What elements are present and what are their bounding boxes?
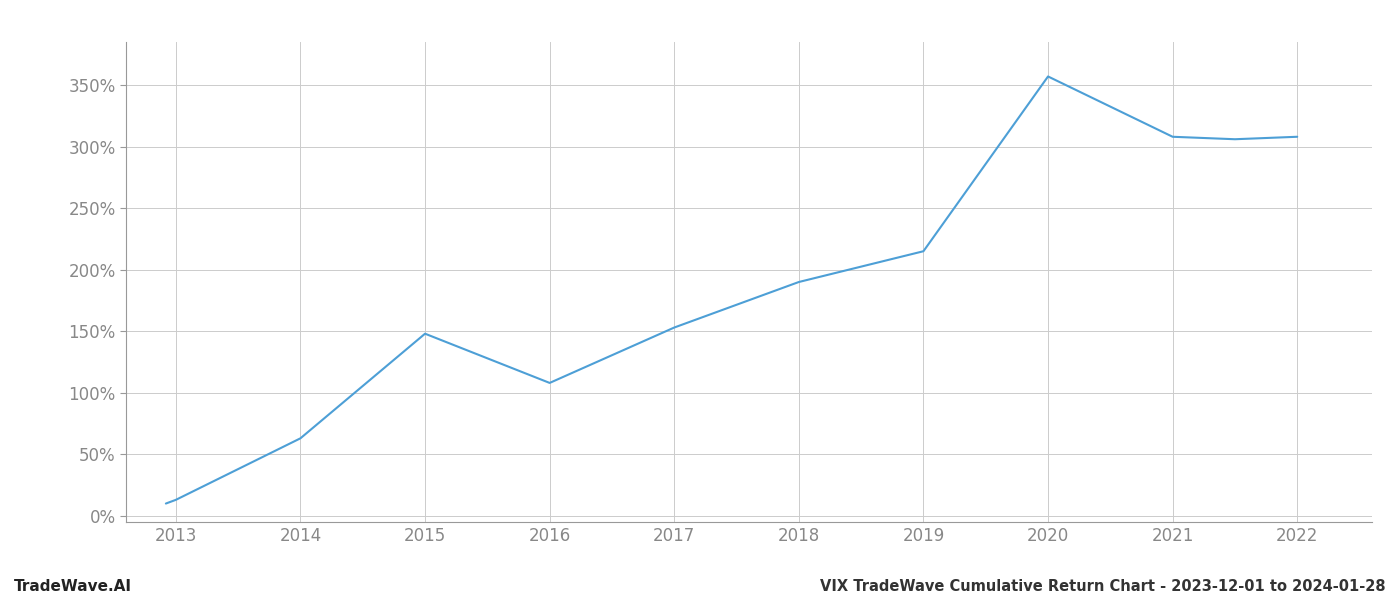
Text: TradeWave.AI: TradeWave.AI bbox=[14, 579, 132, 594]
Text: VIX TradeWave Cumulative Return Chart - 2023-12-01 to 2024-01-28: VIX TradeWave Cumulative Return Chart - … bbox=[820, 579, 1386, 594]
